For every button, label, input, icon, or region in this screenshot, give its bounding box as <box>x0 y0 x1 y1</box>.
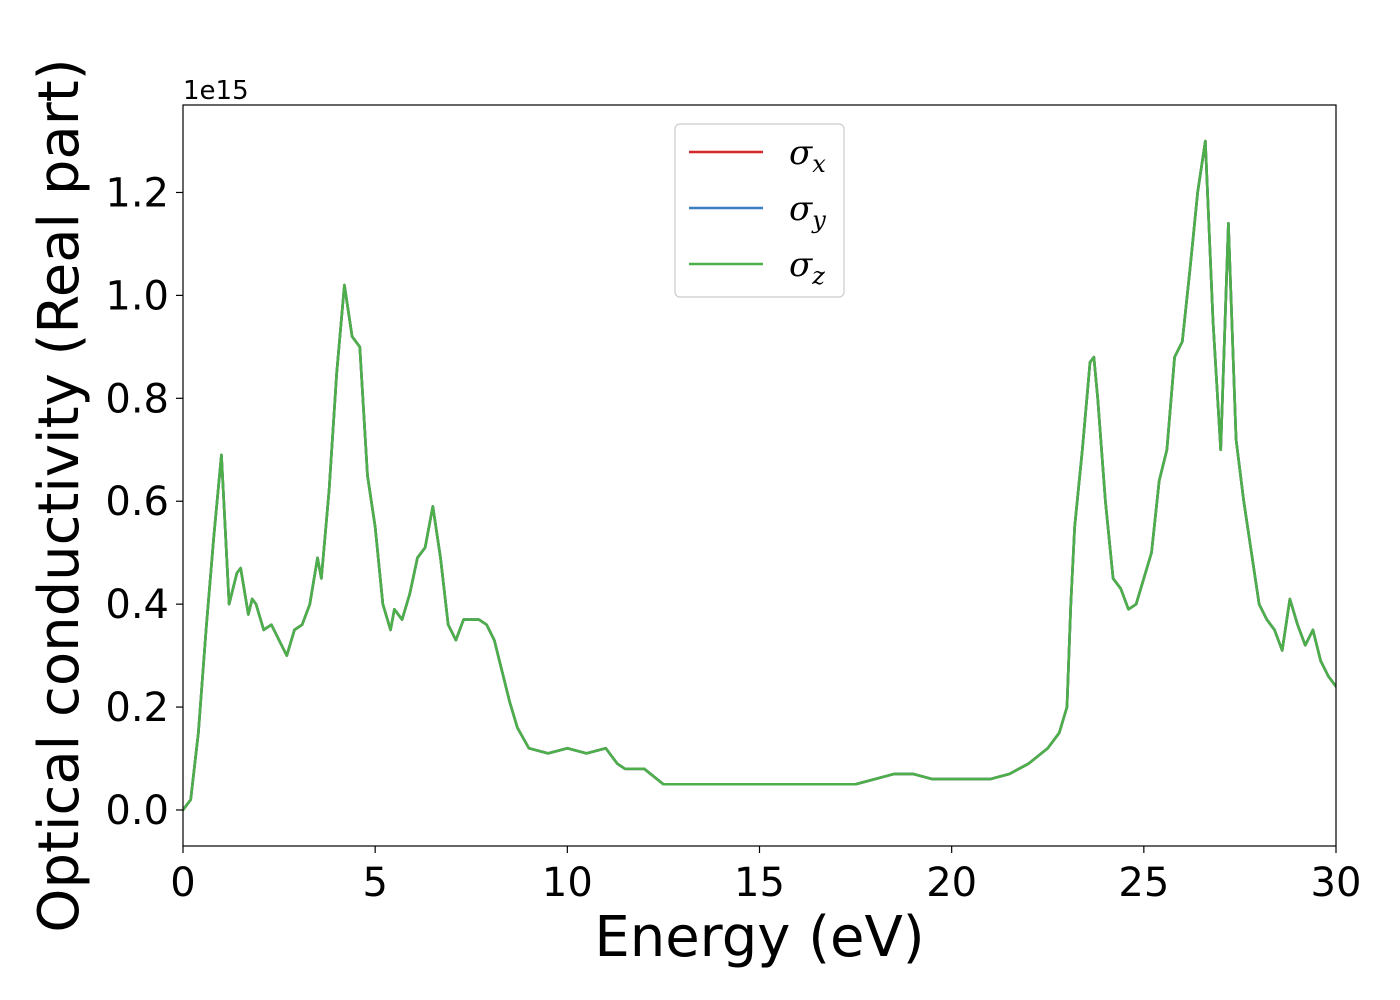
x-axis-label: Energy (eV) <box>594 905 924 970</box>
y-tick-label: 0.8 <box>105 376 169 422</box>
x-tick-label: 5 <box>362 860 387 906</box>
y-axis-ticks: 0.0 0.2 0.4 0.6 0.8 1.0 1.2 <box>105 170 183 834</box>
legend-box <box>674 123 845 298</box>
legend-label-sigma-x: σx <box>789 133 826 178</box>
legend-label-sigma-z: σz <box>789 245 825 290</box>
legend-label-sigma-y: σy <box>789 189 826 234</box>
x-tick-label: 0 <box>170 860 195 906</box>
legend: σx σy σz <box>674 123 845 298</box>
y-tick-label: 1.2 <box>105 170 169 216</box>
series-line-sigma-z <box>183 139 1336 812</box>
y-offset-label: 1e15 <box>183 76 249 106</box>
y-tick-label: 1.0 <box>105 273 169 319</box>
x-axis-ticks: 0 5 10 15 20 25 30 <box>170 846 1361 906</box>
y-tick-label: 0.4 <box>105 582 169 628</box>
x-tick-label: 25 <box>1118 860 1169 906</box>
y-tick-label: 0.0 <box>105 788 169 834</box>
x-tick-label: 20 <box>926 860 977 906</box>
x-tick-label: 15 <box>734 860 785 906</box>
y-axis-label: Optical conductivity (Real part) <box>27 58 92 932</box>
series-lines <box>183 139 1336 812</box>
x-tick-label: 30 <box>1311 860 1362 906</box>
x-tick-label: 10 <box>542 860 593 906</box>
y-tick-label: 0.6 <box>105 479 169 525</box>
y-tick-label: 0.2 <box>105 685 169 731</box>
